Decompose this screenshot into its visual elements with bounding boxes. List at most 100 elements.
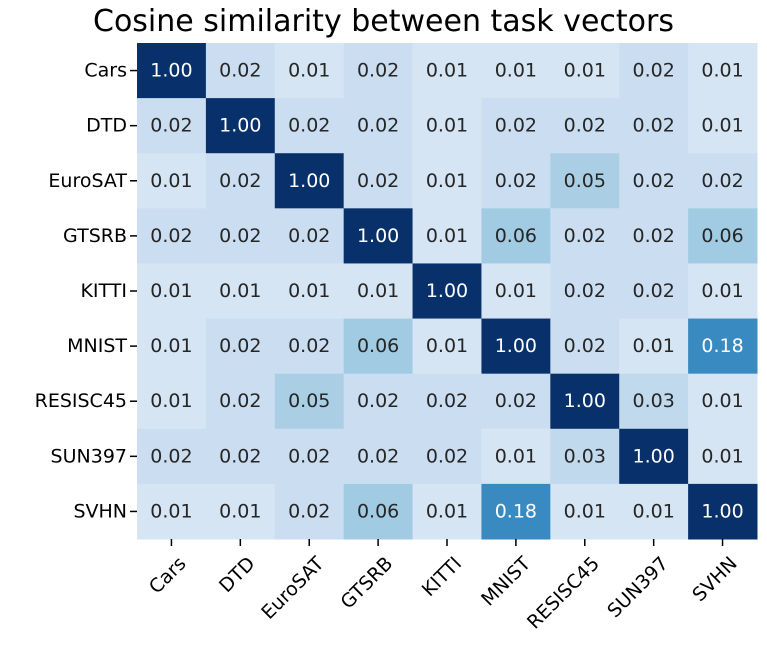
heatmap-cell xyxy=(343,318,414,375)
heatmap-cell xyxy=(205,428,276,485)
x-tick-label: Cars xyxy=(145,553,191,599)
heatmap-cell xyxy=(481,263,551,320)
y-axis: Cars DTD EuroSAT GTSRB KITTI MNIST RESISC45 SUN… xyxy=(35,60,137,522)
heatmap-cell-label: 0.05 xyxy=(288,390,330,412)
heatmap-cell-label: 0.01 xyxy=(357,280,399,302)
heatmap-cell xyxy=(550,98,620,154)
heatmap-cell xyxy=(412,373,482,430)
heatmap-cell xyxy=(688,263,758,320)
y-tick-label: RESISC45 xyxy=(35,390,127,412)
heatmap-cell xyxy=(412,428,482,485)
heatmap-cell xyxy=(619,318,689,375)
heatmap-cell xyxy=(137,263,207,320)
heatmap-cell xyxy=(619,208,689,264)
heatmap-cell xyxy=(550,373,620,430)
heatmap-cell xyxy=(550,263,620,320)
heatmap-cell-label: 0.01 xyxy=(701,60,743,82)
heatmap-cell xyxy=(550,483,620,540)
heatmap-cell-label: 1.00 xyxy=(564,390,606,412)
heatmap-cell-label: 0.02 xyxy=(288,500,330,522)
heatmap-cell-label: 0.01 xyxy=(495,280,537,302)
heatmap-cell-label: 0.02 xyxy=(426,390,468,412)
heatmap-cell xyxy=(688,43,758,99)
heatmap-cell-label: 0.01 xyxy=(426,335,468,357)
heatmap-cell-labels: 1.00 0.02 0.01 0.02 0.01 0.01 0.01 0.02 0.01 0.02… xyxy=(150,60,743,523)
heatmap-cell-label: 0.02 xyxy=(633,60,675,82)
heatmap-cell xyxy=(205,153,276,209)
heatmap-cell-label: 0.02 xyxy=(357,115,399,137)
heatmap-cell-label: 0.01 xyxy=(288,60,330,82)
heatmap-cell-label: 0.02 xyxy=(150,225,192,247)
heatmap-cell-label: 0.02 xyxy=(288,335,330,357)
heatmap-cell xyxy=(688,428,758,485)
heatmap-cell xyxy=(205,208,276,264)
heatmap-cell-label: 0.01 xyxy=(426,170,468,192)
heatmap-cell-label: 0.02 xyxy=(357,390,399,412)
heatmap-cell xyxy=(688,153,758,209)
y-tick-label: DTD xyxy=(86,115,127,137)
heatmap-cell xyxy=(205,373,276,430)
heatmap-cell-label: 0.02 xyxy=(357,445,399,467)
heatmap-cell-label: 0.01 xyxy=(150,390,192,412)
heatmap-cell xyxy=(412,153,482,209)
heatmap-cell xyxy=(205,43,276,99)
heatmap-cell xyxy=(688,98,758,154)
heatmap-cell-label: 0.01 xyxy=(701,280,743,302)
heatmap-cell-label: 0.02 xyxy=(495,170,537,192)
y-tick-label: MNIST xyxy=(67,335,127,357)
heatmap-cell-label: 0.01 xyxy=(426,115,468,137)
heatmap-cell-label: 0.01 xyxy=(495,60,537,82)
heatmap-cell-label: 0.01 xyxy=(701,390,743,412)
heatmap-cell xyxy=(550,208,620,264)
heatmap-cell xyxy=(688,483,758,540)
heatmap-cell xyxy=(343,428,414,485)
heatmap-cell xyxy=(274,483,345,540)
x-tick-label: RESISC45 xyxy=(523,553,604,634)
heatmap-cell xyxy=(343,98,414,154)
heatmap-cell xyxy=(274,208,345,264)
heatmap-cell-label: 0.02 xyxy=(219,445,261,467)
heatmap-cell xyxy=(412,483,482,540)
heatmap-cell xyxy=(343,263,414,320)
heatmap-cell-label: 0.02 xyxy=(357,60,399,82)
heatmap-cell xyxy=(205,483,276,540)
heatmap-cell xyxy=(619,153,689,209)
heatmap-cell xyxy=(343,373,414,430)
heatmap-cell-label: 1.00 xyxy=(288,170,330,192)
x-tick-label: MNIST xyxy=(477,552,535,610)
heatmap-cell xyxy=(619,263,689,320)
heatmap-cell xyxy=(412,208,482,264)
heatmap-cell-label: 0.06 xyxy=(495,225,537,247)
heatmap-cell xyxy=(343,43,414,99)
heatmap-cell xyxy=(481,208,551,264)
heatmap-cell xyxy=(412,43,482,99)
heatmap-cell xyxy=(274,98,345,154)
chart-title: Cosine similarity between task vectors xyxy=(93,4,674,39)
heatmap-cell-label: 0.02 xyxy=(564,335,606,357)
heatmap-cell-label: 0.02 xyxy=(288,225,330,247)
heatmap-cell xyxy=(137,98,207,154)
x-tick-label: KITTI xyxy=(418,553,466,601)
heatmap-cell-label: 0.02 xyxy=(219,225,261,247)
heatmap-cell xyxy=(688,208,758,264)
heatmap-cell xyxy=(688,318,758,375)
heatmap-cell-label: 0.02 xyxy=(219,390,261,412)
heatmap-cell xyxy=(412,263,482,320)
heatmap-cell xyxy=(550,428,620,485)
heatmap-cell-label: 0.02 xyxy=(633,280,675,302)
y-tick-label: SVHN xyxy=(73,500,127,522)
heatmap-cell-label: 0.02 xyxy=(357,170,399,192)
heatmap-cell-label: 0.01 xyxy=(150,500,192,522)
heatmap-cell xyxy=(274,318,345,375)
y-tick-label: SUN397 xyxy=(51,445,127,467)
heatmap-cell xyxy=(343,153,414,209)
heatmap-cell xyxy=(481,43,551,99)
heatmap-cell-label: 0.02 xyxy=(426,445,468,467)
heatmap-cell-label: 0.02 xyxy=(495,390,537,412)
heatmap-cell xyxy=(274,43,345,99)
heatmap-cell-label: 0.02 xyxy=(564,280,606,302)
heatmap-cell-label: 0.01 xyxy=(150,170,192,192)
heatmap-cell xyxy=(688,373,758,430)
